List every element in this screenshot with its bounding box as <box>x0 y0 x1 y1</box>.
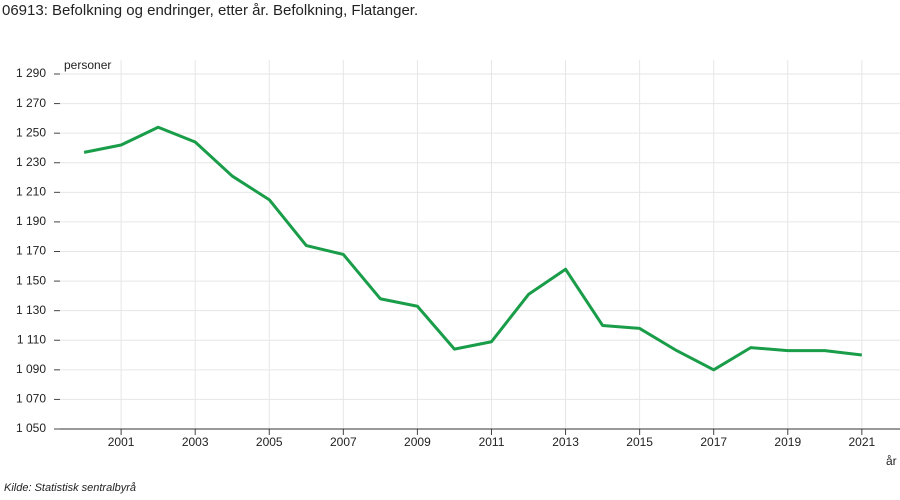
x-axis-label: år <box>886 454 897 468</box>
x-tick-label: 2009 <box>404 435 431 449</box>
source: Kilde: Statistisk sentralbyrå <box>4 482 136 494</box>
chart-title: 06913: Befolkning og endringer, etter år… <box>2 2 418 19</box>
y-tick-label: 1 190 <box>16 214 46 228</box>
y-tick-label: 1 210 <box>16 185 46 199</box>
x-tick-label: 2017 <box>700 435 727 449</box>
x-tick-label: 2011 <box>479 435 505 449</box>
y-tick-label: 1 230 <box>16 155 46 169</box>
y-tick-label: 1 270 <box>16 96 46 110</box>
x-tick-label: 2019 <box>774 435 801 449</box>
x-tick-label: 2013 <box>552 435 579 449</box>
x-tick-label: 2003 <box>182 435 209 449</box>
y-tick-label: 1 250 <box>16 125 46 139</box>
x-tick-label: 2021 <box>849 435 876 449</box>
y-axis-label: personer <box>64 58 111 72</box>
y-tick-label: 1 090 <box>16 362 46 376</box>
y-tick-label: 1 050 <box>16 421 46 435</box>
y-tick-label: 1 130 <box>16 303 46 317</box>
y-tick-label: 1 110 <box>17 332 46 346</box>
y-tick-label: 1 170 <box>16 244 46 258</box>
data-line <box>83 125 863 372</box>
x-tick-label: 2007 <box>330 435 357 449</box>
y-tick-label: 1 070 <box>16 392 46 406</box>
x-tick-label: 2005 <box>256 435 283 449</box>
y-tick-label: 1 290 <box>16 66 46 80</box>
y-tick-label: 1 150 <box>16 273 46 287</box>
x-tick-label: 2001 <box>108 435 135 449</box>
x-tick-label: 2015 <box>626 435 653 449</box>
